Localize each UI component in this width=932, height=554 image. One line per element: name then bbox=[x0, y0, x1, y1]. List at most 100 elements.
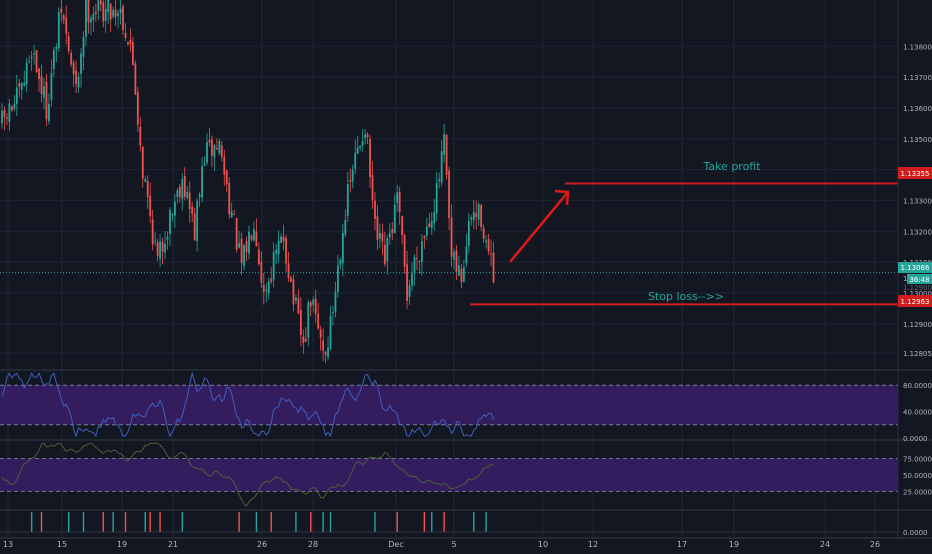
price-candle[interactable] bbox=[139, 117, 142, 152]
price-candle[interactable] bbox=[371, 161, 374, 209]
price-candle[interactable] bbox=[480, 203, 483, 231]
price-candle[interactable] bbox=[109, 2, 112, 33]
price-candle[interactable] bbox=[351, 164, 354, 189]
price-candle[interactable] bbox=[490, 239, 492, 267]
price-candle[interactable] bbox=[304, 327, 307, 343]
price-candle[interactable] bbox=[445, 134, 448, 180]
price-candle[interactable] bbox=[3, 106, 6, 131]
price-candle[interactable] bbox=[149, 182, 152, 224]
price-candle[interactable] bbox=[450, 204, 453, 268]
price-candle[interactable] bbox=[425, 217, 428, 241]
price-candle[interactable] bbox=[472, 200, 475, 230]
price-candle[interactable] bbox=[398, 186, 401, 225]
price-candle[interactable] bbox=[235, 217, 238, 253]
price-candle[interactable] bbox=[198, 192, 201, 208]
price-candle[interactable] bbox=[297, 289, 300, 315]
price-candle[interactable] bbox=[174, 194, 176, 228]
price-candle[interactable] bbox=[213, 144, 216, 171]
price-candle[interactable] bbox=[309, 300, 312, 317]
price-candle[interactable] bbox=[396, 185, 399, 213]
price-candle[interactable] bbox=[52, 47, 55, 78]
price-candle[interactable] bbox=[250, 234, 253, 242]
price-candle[interactable] bbox=[248, 225, 250, 260]
price-candle[interactable] bbox=[359, 145, 362, 151]
price-candle[interactable] bbox=[55, 43, 58, 63]
price-candle[interactable] bbox=[87, 0, 90, 34]
price-candle[interactable] bbox=[92, 6, 95, 32]
price-candle[interactable] bbox=[369, 135, 371, 189]
price-candle[interactable] bbox=[75, 60, 77, 94]
price-candle[interactable] bbox=[57, 7, 60, 52]
price-candle[interactable] bbox=[319, 325, 322, 351]
price-candle[interactable] bbox=[223, 149, 226, 187]
price-candle[interactable] bbox=[127, 41, 129, 46]
price-candle[interactable] bbox=[361, 129, 364, 152]
price-candle[interactable] bbox=[314, 289, 317, 323]
price-candle[interactable] bbox=[477, 202, 480, 226]
price-candle[interactable] bbox=[379, 224, 381, 249]
price-candle[interactable] bbox=[186, 186, 189, 200]
price-candle[interactable] bbox=[166, 231, 169, 250]
price-candle[interactable] bbox=[408, 279, 411, 305]
price-candle[interactable] bbox=[112, 6, 115, 19]
price-candle[interactable] bbox=[257, 242, 260, 266]
price-candle[interactable] bbox=[440, 140, 443, 187]
price-candle[interactable] bbox=[349, 168, 352, 193]
price-candle[interactable] bbox=[243, 243, 245, 271]
price-candle[interactable] bbox=[413, 253, 416, 286]
price-candle[interactable] bbox=[465, 233, 468, 268]
price-candle[interactable] bbox=[487, 233, 490, 255]
price-candle[interactable] bbox=[90, 14, 92, 36]
price-candle[interactable] bbox=[341, 223, 344, 277]
price-candle[interactable] bbox=[119, 0, 122, 25]
price-candle[interactable] bbox=[393, 194, 396, 234]
price-candle[interactable] bbox=[97, 0, 100, 20]
price-candle[interactable] bbox=[80, 48, 82, 88]
price-candle[interactable] bbox=[181, 173, 184, 211]
price-candle[interactable] bbox=[421, 234, 423, 276]
price-candle[interactable] bbox=[40, 64, 43, 103]
price-candle[interactable] bbox=[272, 242, 275, 288]
price-candle[interactable] bbox=[15, 74, 18, 116]
price-candle[interactable] bbox=[458, 255, 460, 276]
price-candle[interactable] bbox=[183, 167, 186, 201]
price-candle[interactable] bbox=[275, 244, 278, 265]
price-candle[interactable] bbox=[159, 233, 161, 268]
price-candle[interactable] bbox=[178, 183, 181, 203]
price-candle[interactable] bbox=[201, 157, 203, 203]
price-candle[interactable] bbox=[188, 181, 191, 223]
price-candle[interactable] bbox=[25, 58, 28, 93]
price-candle[interactable] bbox=[448, 166, 450, 230]
price-candle[interactable] bbox=[154, 232, 157, 246]
price-candle[interactable] bbox=[107, 0, 110, 24]
price-candle[interactable] bbox=[208, 127, 211, 147]
price-candle[interactable] bbox=[20, 81, 23, 100]
price-candle[interactable] bbox=[117, 9, 119, 29]
price-candle[interactable] bbox=[33, 44, 36, 65]
price-candle[interactable] bbox=[467, 213, 470, 254]
price-candle[interactable] bbox=[262, 272, 265, 305]
price-candle[interactable] bbox=[164, 231, 166, 260]
price-candle[interactable] bbox=[146, 175, 149, 210]
price-candle[interactable] bbox=[299, 297, 302, 347]
price-candle[interactable] bbox=[383, 231, 386, 267]
price-candle[interactable] bbox=[124, 23, 127, 42]
price-candle[interactable] bbox=[418, 259, 421, 274]
price-candle[interactable] bbox=[193, 207, 196, 241]
price-candle[interactable] bbox=[102, 0, 105, 28]
price-candle[interactable] bbox=[423, 234, 426, 249]
price-candle[interactable] bbox=[354, 139, 357, 175]
price-candle[interactable] bbox=[492, 241, 495, 284]
price-candle[interactable] bbox=[6, 113, 8, 126]
price-candle[interactable] bbox=[307, 299, 310, 347]
price-candles[interactable] bbox=[1, 0, 495, 364]
price-candle[interactable] bbox=[18, 78, 21, 98]
price-candle[interactable] bbox=[462, 259, 465, 283]
price-candle[interactable] bbox=[104, 0, 107, 33]
price-candle[interactable] bbox=[292, 274, 295, 312]
price-candle[interactable] bbox=[376, 205, 379, 251]
price-candle[interactable] bbox=[416, 246, 418, 271]
price-candle[interactable] bbox=[322, 328, 324, 362]
price-candle[interactable] bbox=[144, 176, 147, 183]
price-candle[interactable] bbox=[332, 305, 334, 326]
